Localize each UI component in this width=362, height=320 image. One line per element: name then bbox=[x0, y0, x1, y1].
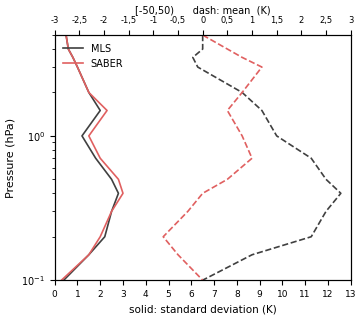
Legend: MLS, SABER: MLS, SABER bbox=[59, 40, 127, 73]
Y-axis label: Pressure (hPa): Pressure (hPa) bbox=[5, 117, 16, 198]
X-axis label: solid: standard deviation (K): solid: standard deviation (K) bbox=[129, 304, 277, 315]
Title: [-50,50)      dash: mean  (K): [-50,50) dash: mean (K) bbox=[135, 5, 270, 16]
